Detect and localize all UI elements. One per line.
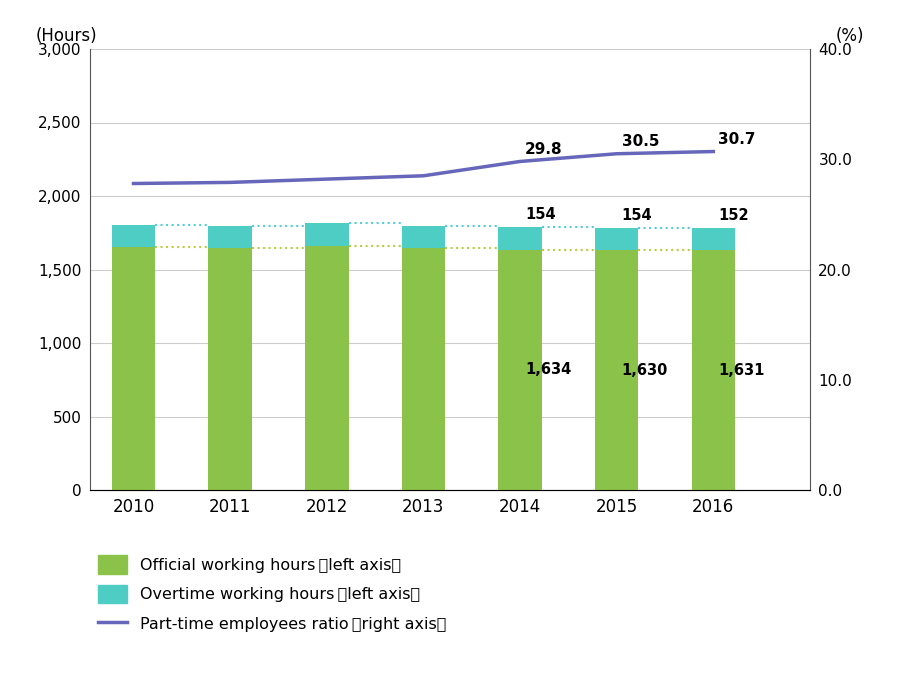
Bar [401, 225, 446, 248]
Text: 154: 154 [622, 208, 652, 223]
Bar [305, 246, 348, 490]
Bar [499, 228, 542, 250]
Bar [595, 251, 638, 490]
Bar [209, 225, 252, 248]
Bar [499, 250, 542, 490]
Legend: Official working hours （left axis）, Overtime working hours （left axis）, Part-tim: Official working hours （left axis）, Over… [98, 555, 446, 633]
Text: 154: 154 [525, 207, 555, 222]
Text: 29.8: 29.8 [525, 142, 562, 157]
Bar [595, 228, 638, 251]
Text: 30.5: 30.5 [622, 134, 659, 149]
Bar [691, 250, 735, 490]
Bar [305, 223, 348, 246]
Text: 1,631: 1,631 [718, 363, 765, 377]
Text: 30.7: 30.7 [718, 132, 756, 147]
Text: 1,634: 1,634 [525, 363, 572, 377]
Text: (Hours): (Hours) [36, 27, 97, 45]
Bar [401, 248, 446, 490]
Text: 1,630: 1,630 [622, 363, 668, 378]
Text: (%): (%) [835, 27, 864, 45]
Text: 152: 152 [718, 208, 749, 223]
Bar [209, 248, 252, 490]
Bar [691, 228, 735, 250]
Bar [112, 248, 155, 490]
Bar [112, 225, 155, 248]
